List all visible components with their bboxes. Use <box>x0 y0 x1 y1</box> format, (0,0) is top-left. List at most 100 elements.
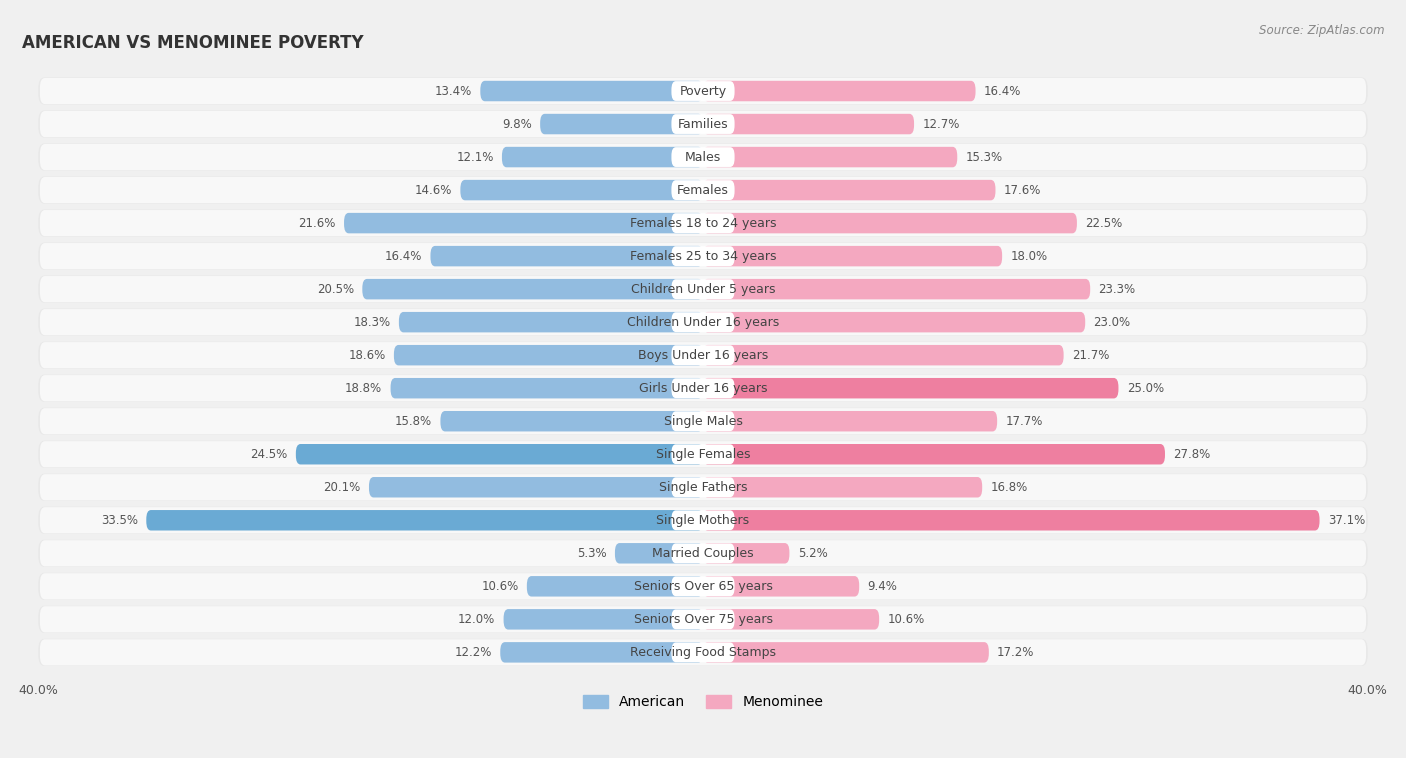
FancyBboxPatch shape <box>502 147 703 168</box>
FancyBboxPatch shape <box>672 576 734 597</box>
FancyBboxPatch shape <box>39 210 1367 236</box>
FancyBboxPatch shape <box>703 411 997 431</box>
FancyBboxPatch shape <box>703 609 879 630</box>
FancyBboxPatch shape <box>39 309 1367 335</box>
FancyBboxPatch shape <box>614 543 703 563</box>
Text: 17.7%: 17.7% <box>1005 415 1043 428</box>
Text: Source: ZipAtlas.com: Source: ZipAtlas.com <box>1260 24 1385 37</box>
Text: 23.0%: 23.0% <box>1094 315 1130 329</box>
FancyBboxPatch shape <box>460 180 703 200</box>
FancyBboxPatch shape <box>39 639 1367 666</box>
FancyBboxPatch shape <box>703 510 1320 531</box>
FancyBboxPatch shape <box>703 180 995 200</box>
FancyBboxPatch shape <box>481 81 703 102</box>
Text: 18.3%: 18.3% <box>353 315 391 329</box>
FancyBboxPatch shape <box>38 374 1368 402</box>
FancyBboxPatch shape <box>672 609 734 629</box>
FancyBboxPatch shape <box>38 143 1368 171</box>
Text: Females 25 to 34 years: Females 25 to 34 years <box>630 249 776 262</box>
Text: 23.3%: 23.3% <box>1098 283 1136 296</box>
FancyBboxPatch shape <box>703 81 976 102</box>
Text: Children Under 16 years: Children Under 16 years <box>627 315 779 329</box>
FancyBboxPatch shape <box>38 342 1368 368</box>
FancyBboxPatch shape <box>363 279 703 299</box>
FancyBboxPatch shape <box>295 444 703 465</box>
FancyBboxPatch shape <box>703 312 1085 333</box>
FancyBboxPatch shape <box>672 81 734 101</box>
FancyBboxPatch shape <box>39 475 1367 500</box>
Text: 10.6%: 10.6% <box>887 612 925 626</box>
Text: 16.4%: 16.4% <box>984 85 1021 98</box>
FancyBboxPatch shape <box>38 440 1368 468</box>
FancyBboxPatch shape <box>391 378 703 399</box>
FancyBboxPatch shape <box>38 111 1368 138</box>
Text: Receiving Food Stamps: Receiving Food Stamps <box>630 646 776 659</box>
FancyBboxPatch shape <box>672 510 734 530</box>
Text: 13.4%: 13.4% <box>434 85 472 98</box>
Text: Single Mothers: Single Mothers <box>657 514 749 527</box>
Text: 37.1%: 37.1% <box>1327 514 1365 527</box>
Text: Children Under 5 years: Children Under 5 years <box>631 283 775 296</box>
FancyBboxPatch shape <box>672 378 734 398</box>
FancyBboxPatch shape <box>503 609 703 630</box>
Text: Seniors Over 75 years: Seniors Over 75 years <box>634 612 772 626</box>
FancyBboxPatch shape <box>540 114 703 134</box>
Text: 33.5%: 33.5% <box>101 514 138 527</box>
Text: 18.0%: 18.0% <box>1011 249 1047 262</box>
Text: Single Females: Single Females <box>655 448 751 461</box>
FancyBboxPatch shape <box>672 213 734 233</box>
Text: 15.8%: 15.8% <box>395 415 432 428</box>
Text: 24.5%: 24.5% <box>250 448 288 461</box>
Text: 15.3%: 15.3% <box>966 151 1002 164</box>
FancyBboxPatch shape <box>672 346 734 365</box>
FancyBboxPatch shape <box>38 177 1368 204</box>
Text: 22.5%: 22.5% <box>1085 217 1122 230</box>
FancyBboxPatch shape <box>146 510 703 531</box>
FancyBboxPatch shape <box>703 576 859 597</box>
FancyBboxPatch shape <box>38 77 1368 105</box>
FancyBboxPatch shape <box>39 144 1367 170</box>
FancyBboxPatch shape <box>672 246 734 266</box>
Text: 25.0%: 25.0% <box>1126 382 1164 395</box>
Text: Boys Under 16 years: Boys Under 16 years <box>638 349 768 362</box>
FancyBboxPatch shape <box>39 606 1367 632</box>
Text: 16.8%: 16.8% <box>990 481 1028 493</box>
FancyBboxPatch shape <box>39 507 1367 534</box>
Text: 21.6%: 21.6% <box>298 217 336 230</box>
Text: Married Couples: Married Couples <box>652 547 754 560</box>
FancyBboxPatch shape <box>38 573 1368 600</box>
FancyBboxPatch shape <box>39 540 1367 566</box>
FancyBboxPatch shape <box>39 276 1367 302</box>
FancyBboxPatch shape <box>672 279 734 299</box>
FancyBboxPatch shape <box>703 246 1002 266</box>
Text: Girls Under 16 years: Girls Under 16 years <box>638 382 768 395</box>
FancyBboxPatch shape <box>39 78 1367 104</box>
Text: 17.2%: 17.2% <box>997 646 1035 659</box>
Text: 18.8%: 18.8% <box>344 382 382 395</box>
FancyBboxPatch shape <box>38 408 1368 435</box>
Text: Families: Families <box>678 117 728 130</box>
Text: 9.4%: 9.4% <box>868 580 897 593</box>
FancyBboxPatch shape <box>38 209 1368 236</box>
Text: Females 18 to 24 years: Females 18 to 24 years <box>630 217 776 230</box>
FancyBboxPatch shape <box>672 412 734 431</box>
Text: Males: Males <box>685 151 721 164</box>
FancyBboxPatch shape <box>501 642 703 662</box>
FancyBboxPatch shape <box>39 408 1367 434</box>
Text: Seniors Over 65 years: Seniors Over 65 years <box>634 580 772 593</box>
FancyBboxPatch shape <box>38 309 1368 336</box>
FancyBboxPatch shape <box>39 177 1367 203</box>
Legend: American, Menominee: American, Menominee <box>578 690 828 715</box>
FancyBboxPatch shape <box>38 507 1368 534</box>
FancyBboxPatch shape <box>39 342 1367 368</box>
FancyBboxPatch shape <box>672 114 734 134</box>
FancyBboxPatch shape <box>703 345 1063 365</box>
FancyBboxPatch shape <box>672 312 734 332</box>
FancyBboxPatch shape <box>703 213 1077 233</box>
FancyBboxPatch shape <box>703 378 1118 399</box>
Text: Poverty: Poverty <box>679 85 727 98</box>
Text: Single Males: Single Males <box>664 415 742 428</box>
Text: 27.8%: 27.8% <box>1173 448 1211 461</box>
FancyBboxPatch shape <box>703 114 914 134</box>
FancyBboxPatch shape <box>672 543 734 563</box>
